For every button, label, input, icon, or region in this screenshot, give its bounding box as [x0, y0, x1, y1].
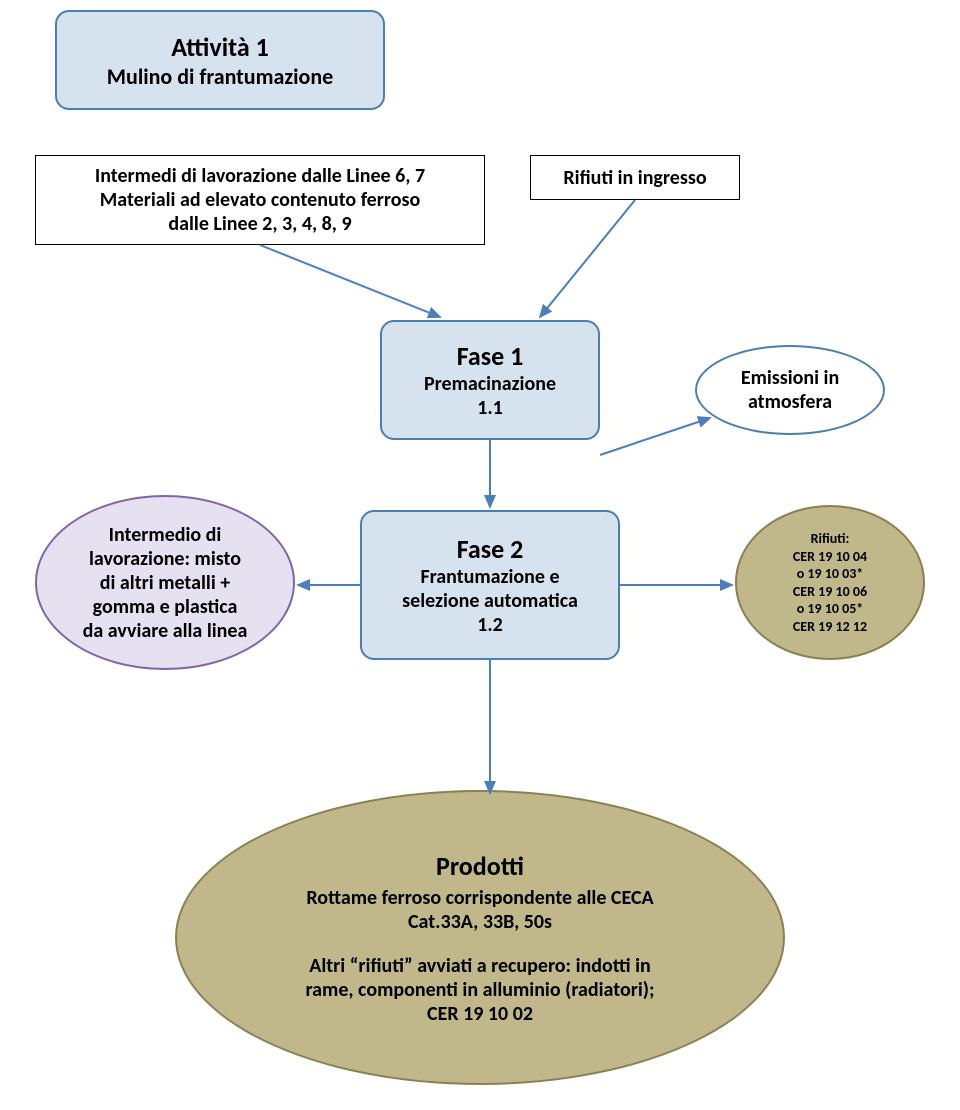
intermedi-line3: dalle Linee 2, 3, 4, 8, 9 [168, 212, 351, 236]
emissioni-line1: Emissioni in [741, 366, 839, 390]
prodotti-b2-l1: Altri “rifiuti” avviati a recupero: indo… [309, 954, 651, 978]
fase2-title: Fase 2 [457, 533, 524, 565]
prodotti-b1-l1: Rottame ferroso corrispondente alle CECA [306, 886, 653, 910]
arrow-intermedi-fase1 [260, 245, 440, 317]
node-rifiuti-in: Rifiuti in ingresso [530, 155, 740, 200]
node-rifiuti-out: Rifiuti: CER 19 10 04 o 19 10 03* CER 19… [735, 505, 925, 660]
rifout-l5: o 19 10 05* [797, 600, 864, 618]
node-intermedi: Intermedi di lavorazione dalle Linee 6, … [35, 155, 485, 245]
interlav-l4: gomma e plastica [93, 595, 238, 619]
rifout-l4: CER 19 10 06 [793, 583, 867, 601]
prodotti-b1-l2: Cat.33A, 33B, 50s [408, 910, 552, 934]
attivita1-subtitle: Mulino di frantumazione [107, 63, 333, 90]
prodotti-b2-l3: CER 19 10 02 [427, 1002, 533, 1026]
interlav-l5: da avviare alla linea [83, 619, 248, 643]
rifout-l3: o 19 10 03* [797, 565, 864, 583]
fase2-b3: 1.2 [477, 613, 503, 637]
rifout-l6: CER 19 12 12 [793, 618, 867, 636]
prodotti-title: Prodotti [436, 850, 524, 882]
node-prodotti: Prodotti Rottame ferroso corrispondente … [175, 790, 785, 1085]
fase1-sub: Premacinazione [424, 372, 556, 396]
interlav-l2: lavorazione: misto [89, 547, 241, 571]
diagram-canvas: Attività 1 Mulino di frantumazione Inter… [0, 0, 960, 1110]
node-fase2: Fase 2 Frantumazione e selezione automat… [360, 510, 620, 660]
rifout-l2: CER 19 10 04 [793, 548, 867, 566]
interlav-l1: Intermedio di [109, 523, 222, 547]
fase1-num: 1.1 [477, 396, 503, 420]
node-attivita1: Attività 1 Mulino di frantumazione [55, 10, 385, 110]
fase2-b1: Frantumazione e [420, 565, 559, 589]
intermedi-line1: Intermedi di lavorazione dalle Linee 6, … [95, 164, 425, 188]
rifout-l1: Rifiuti: [811, 530, 850, 548]
interlav-l3: di altri metalli + [100, 571, 230, 595]
intermedi-line2: Materiali ad elevato contenuto ferroso [100, 188, 420, 212]
attivita1-title: Attività 1 [171, 31, 269, 63]
prodotti-b2-l2: rame, componenti in alluminio (radiatori… [306, 978, 655, 1002]
fase1-title: Fase 1 [457, 340, 524, 372]
rifiuti-in-label: Rifiuti in ingresso [563, 166, 706, 190]
node-intermedio-lav: Intermedio di lavorazione: misto di altr… [35, 495, 295, 670]
arrow-rifiutiin-fase1 [540, 200, 635, 317]
fase2-b2: selezione automatica [402, 589, 578, 613]
node-emissioni: Emissioni in atmosfera [695, 345, 885, 435]
node-fase1: Fase 1 Premacinazione 1.1 [380, 320, 600, 440]
arrow-fase2-emissioni [600, 418, 710, 455]
emissioni-line2: atmosfera [748, 390, 832, 414]
